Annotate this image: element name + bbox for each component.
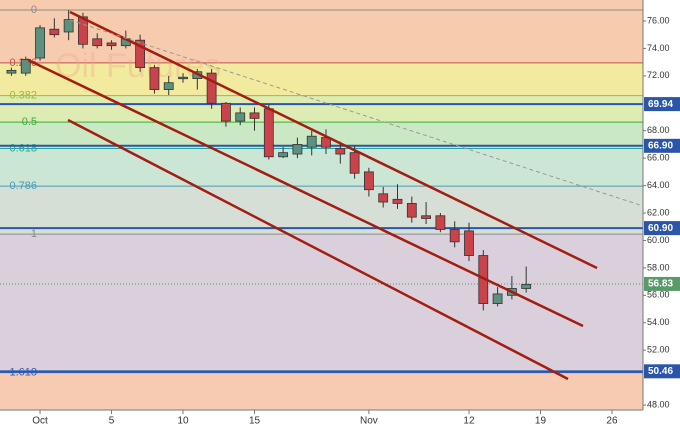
y-tick-label: 76.00 xyxy=(647,15,670,25)
price-label-box xyxy=(644,138,680,153)
fib-band xyxy=(0,95,643,123)
x-tick-label: Nov xyxy=(360,416,378,427)
y-tick-label: 48.00 xyxy=(647,399,670,409)
fib-label: 0.618 xyxy=(9,142,37,154)
candle-body xyxy=(163,82,174,90)
trend-lines xyxy=(27,10,598,381)
fib-label: 1.618 xyxy=(9,367,37,379)
x-tick-label: 10 xyxy=(177,416,189,427)
fib-band xyxy=(0,10,643,63)
candle-body xyxy=(178,76,188,80)
plot xyxy=(0,10,643,373)
candle-body xyxy=(378,193,389,203)
candle-body xyxy=(106,42,117,47)
price-label: 56.83 xyxy=(648,279,673,290)
y-tick-label: 52.00 xyxy=(647,345,670,355)
y-tick-label: 64.00 xyxy=(647,180,670,190)
x-tick-label: 19 xyxy=(535,416,547,427)
candle-body xyxy=(464,230,474,256)
x-tick-label: 5 xyxy=(109,416,115,427)
candle-body xyxy=(435,215,446,230)
fib-band xyxy=(0,62,643,96)
fib-band xyxy=(0,186,643,235)
price-label: 50.46 xyxy=(648,366,673,377)
candle-body xyxy=(249,112,260,119)
x-axis-bg xyxy=(0,410,680,430)
y-tick-label: 54.00 xyxy=(647,317,670,327)
y-tick-label: 72.00 xyxy=(647,70,670,80)
channel-line xyxy=(67,118,569,381)
fib-band xyxy=(0,234,643,373)
y-tick-label: 56.00 xyxy=(647,290,670,300)
price-label: 69.94 xyxy=(648,99,673,110)
fib-label: 0 xyxy=(31,4,37,16)
x-tick-label: 12 xyxy=(463,416,475,427)
channel-line xyxy=(27,58,584,328)
y-tick-label: 68.00 xyxy=(647,125,670,135)
fib-band xyxy=(0,148,643,187)
price-label: 60.90 xyxy=(648,223,673,234)
price-label-box xyxy=(644,221,680,236)
x-tick-label: 26 xyxy=(606,416,618,427)
fib-label: 0.5 xyxy=(22,116,37,128)
candle-body xyxy=(278,152,289,158)
candle-body xyxy=(35,27,45,59)
candle-body xyxy=(292,144,303,155)
y-tick-label: 62.00 xyxy=(647,207,670,217)
candle-body xyxy=(306,135,317,148)
candle-body xyxy=(421,215,431,219)
candle-body xyxy=(349,152,360,174)
fib-label: 1 xyxy=(31,228,37,240)
candle-body xyxy=(521,283,532,289)
y-tick-label: 66.00 xyxy=(647,153,670,163)
candle-body xyxy=(20,58,31,74)
candle-body xyxy=(449,229,460,243)
candle-body xyxy=(78,16,88,45)
candle-body xyxy=(6,69,17,74)
y-tick-label: 60.00 xyxy=(647,235,670,245)
fib-label: 0.786 xyxy=(9,180,37,192)
candle-body xyxy=(206,72,217,104)
dashed-trend xyxy=(69,19,680,219)
candle-body xyxy=(63,19,74,33)
channel-line xyxy=(69,10,598,270)
candle-body xyxy=(149,67,160,90)
price-label: 66.90 xyxy=(648,140,673,151)
candle-body xyxy=(406,203,417,218)
fib-label: 0.382 xyxy=(9,90,37,102)
y-tick-label: 74.00 xyxy=(647,43,670,53)
price-label-box xyxy=(644,97,680,112)
candle-body xyxy=(235,112,246,122)
price-label-box xyxy=(644,364,680,379)
candle-body xyxy=(221,102,231,122)
candle-body xyxy=(92,38,103,47)
fib-band xyxy=(0,0,643,11)
candle-body xyxy=(363,171,374,191)
candle-body xyxy=(49,28,60,36)
x-tick-label: 15 xyxy=(249,416,261,427)
candle-body xyxy=(335,148,346,155)
candle-body xyxy=(492,293,503,304)
x-tick-label: Oct xyxy=(32,416,48,427)
y-axis-bg xyxy=(643,0,680,410)
price-label-box xyxy=(644,276,680,291)
y-tick-label: 58.00 xyxy=(647,262,670,272)
candle-body xyxy=(135,39,146,69)
candle-body xyxy=(392,198,403,204)
candle-body xyxy=(263,108,274,158)
fib-band xyxy=(0,372,643,410)
